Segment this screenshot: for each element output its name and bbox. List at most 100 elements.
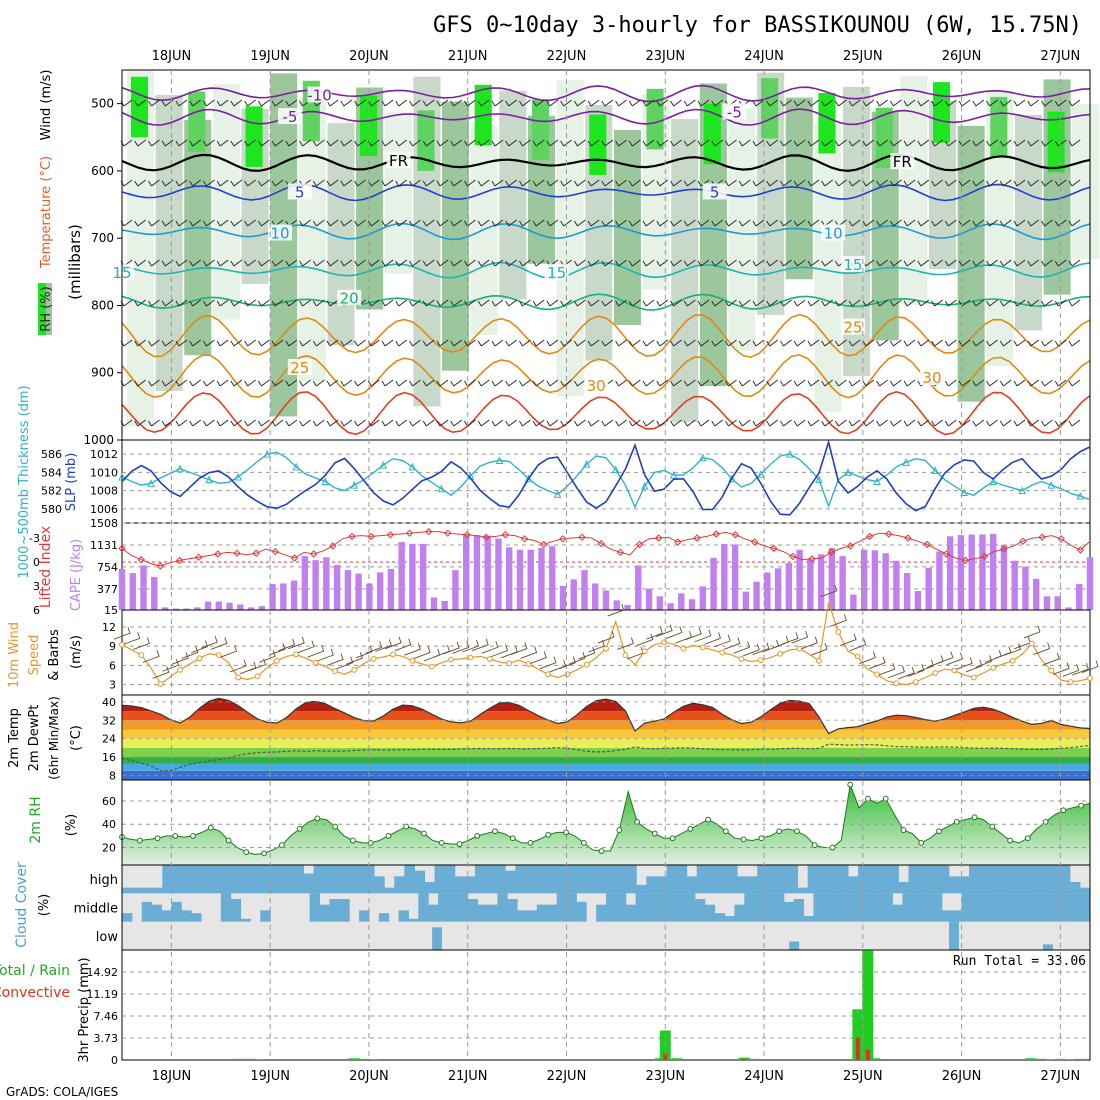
- isotherm-label-bg: [277, 108, 302, 125]
- precip-total-bar: [1044, 1059, 1056, 1060]
- wind-barb: [694, 629, 712, 643]
- wind-barb: [711, 419, 724, 427]
- wind-barb: [958, 339, 971, 347]
- wind-speed-point: [757, 657, 764, 664]
- cape-bar: [151, 577, 158, 610]
- wind-barb: [404, 643, 421, 656]
- temp-label-1: 2m Temp: [7, 708, 22, 768]
- cloud-bar: [329, 899, 340, 922]
- cloud-bar: [783, 901, 795, 922]
- wind-barb: [574, 259, 586, 267]
- thickness-point: [379, 460, 388, 469]
- wind-barb: [258, 379, 270, 387]
- cape-bar: [398, 542, 405, 610]
- lifted-point: [386, 531, 395, 539]
- wind-barb: [999, 139, 1012, 147]
- wind-barb: [258, 179, 270, 187]
- wind-barb: [587, 179, 600, 187]
- wind-barb: [810, 643, 828, 656]
- wind-barb: [381, 219, 394, 227]
- rh-point: [1024, 835, 1031, 842]
- isotherm-label: -5: [727, 103, 742, 121]
- wind-barb: [422, 179, 435, 187]
- wind-barb: [725, 219, 737, 227]
- rh-point: [1042, 819, 1049, 825]
- slp-label: SLP (mb): [64, 453, 79, 512]
- rh-point: [705, 816, 712, 823]
- cloud-bar: [922, 893, 933, 922]
- wind-barb: [683, 339, 696, 347]
- wind-barb: [1013, 179, 1026, 187]
- wind-barb: [628, 339, 641, 347]
- wind-barb: [152, 666, 170, 679]
- wind-barb: [244, 99, 256, 107]
- wind-barb: [464, 139, 476, 147]
- wind-barb: [683, 419, 696, 427]
- lifted-point: [731, 531, 740, 539]
- wind-barb: [505, 179, 517, 187]
- thickness-point: [728, 474, 736, 483]
- wind-barb: [285, 419, 298, 427]
- wind-barb: [670, 259, 682, 267]
- wind-barb: [1068, 219, 1081, 227]
- cloud-bar: [948, 876, 960, 894]
- wind-barb: [752, 219, 765, 227]
- cape-bar: [968, 534, 975, 610]
- cloud-bar: [432, 927, 443, 950]
- cloud-bar: [928, 865, 940, 894]
- wind-speed-point: [680, 645, 687, 652]
- wind-barb: [477, 379, 490, 387]
- wind-barb: [452, 641, 470, 654]
- wind-barb: [903, 299, 916, 307]
- cloud-bar: [1030, 893, 1042, 922]
- cloud-bar: [625, 904, 637, 922]
- wind-barb: [601, 299, 614, 307]
- wind-barb: [972, 259, 985, 267]
- cloud-bar: [971, 893, 982, 922]
- thickness-point: [902, 458, 910, 466]
- cape-bar: [419, 543, 427, 610]
- wind-barb: [464, 259, 476, 267]
- isotherm-label: 15: [547, 264, 566, 282]
- slp-tick-label: 1010: [90, 466, 118, 479]
- wind-barb: [519, 419, 531, 427]
- rh-point: [1007, 837, 1013, 844]
- cloud-bar: [122, 887, 133, 894]
- rh-point: [403, 823, 410, 830]
- cloud-bar: [378, 913, 390, 922]
- cape-bar: [1065, 607, 1072, 610]
- wind-barb: [917, 179, 930, 187]
- wind-barb: [574, 99, 586, 107]
- rh-panel: [119, 779, 1091, 866]
- cape-bar: [925, 567, 932, 610]
- lifted-point: [309, 550, 318, 558]
- wind-barb: [876, 299, 888, 307]
- wind-barb: [791, 630, 809, 644]
- wind-barb: [203, 339, 215, 347]
- wind-barb: [574, 219, 586, 227]
- wind-barb: [367, 379, 380, 387]
- lifted-point: [693, 534, 701, 542]
- cloud-bar: [1060, 893, 1071, 922]
- day-label-bottom: 27JUN: [1041, 1069, 1081, 1084]
- precip-total-bar: [1064, 1059, 1076, 1060]
- cloud-bar: [843, 893, 854, 922]
- cape-bar: [688, 599, 696, 610]
- wind-barb: [244, 299, 256, 307]
- wind-barb: [607, 603, 625, 617]
- wind-barb: [1052, 662, 1070, 675]
- cloud-bar: [878, 865, 889, 894]
- cape-bar: [194, 607, 201, 610]
- wind-barb: [999, 259, 1012, 267]
- wind-barb: [972, 139, 985, 147]
- wind-barb: [271, 379, 284, 387]
- cape-bar: [914, 591, 922, 610]
- cloud-bar: [797, 887, 809, 894]
- wind-barb: [642, 139, 655, 147]
- wind-barb: [766, 299, 779, 307]
- wind-barb: [821, 179, 833, 187]
- wind-barb: [601, 339, 614, 347]
- y-tick-label: 900: [91, 366, 114, 380]
- cloud-label-2: (%): [37, 894, 52, 917]
- wind-barb: [821, 379, 833, 387]
